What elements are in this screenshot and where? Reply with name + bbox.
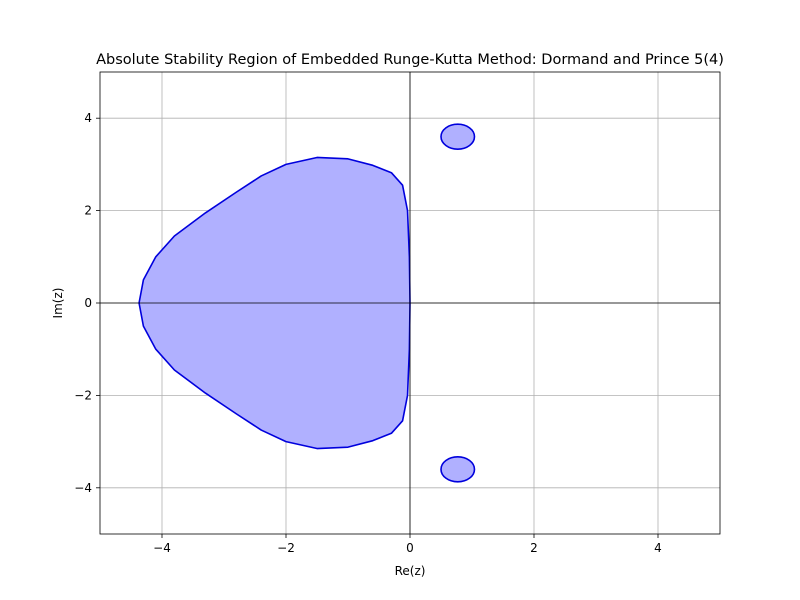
ticks: −4 −2 0 2 4 −4 −2 0 2 4 — [74, 111, 662, 555]
x-axis-label: Re(z) — [395, 564, 426, 578]
chart-title: Absolute Stability Region of Embedded Ru… — [96, 52, 724, 68]
x-tick-label: 4 — [654, 541, 662, 555]
x-tick-label: −2 — [277, 541, 295, 555]
x-tick-label: 2 — [530, 541, 538, 555]
y-tick-label: 0 — [84, 296, 92, 310]
y-tick-label: 4 — [84, 111, 92, 125]
zero-axes — [100, 72, 720, 534]
stability-region-lower-island — [440, 456, 476, 483]
x-tick-label: −4 — [153, 541, 171, 555]
y-tick-label: −4 — [74, 481, 92, 495]
plot-frame — [99, 71, 721, 535]
stability-region-upper-island — [440, 123, 476, 150]
x-tick-label: 0 — [406, 541, 414, 555]
y-tick-label: 2 — [84, 204, 92, 218]
y-tick-label: −2 — [74, 388, 92, 402]
y-axis-label: Im(z) — [51, 288, 65, 319]
